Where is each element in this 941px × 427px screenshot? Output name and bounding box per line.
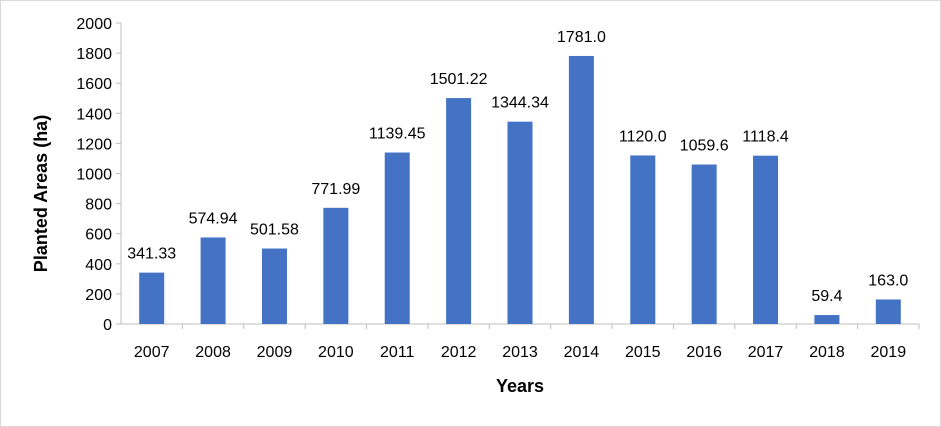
y-axis-title: Planted Areas (ha) <box>31 115 51 272</box>
bar <box>384 152 410 324</box>
x-tick-label: 2014 <box>564 344 600 361</box>
x-tick-label: 2017 <box>748 344 784 361</box>
data-label: 1139.45 <box>369 126 426 143</box>
data-label: 1344.34 <box>491 95 549 112</box>
x-axis-title: Years <box>496 376 544 396</box>
bar <box>691 164 717 324</box>
x-axis <box>121 323 920 329</box>
data-label: 1120.0 <box>619 128 667 145</box>
y-tick-label: 2000 <box>76 16 112 33</box>
x-tick-label: 2018 <box>809 344 845 361</box>
bar <box>261 248 287 324</box>
y-axis <box>116 22 122 325</box>
data-label: 771.99 <box>311 181 360 198</box>
bar <box>568 55 594 324</box>
x-tick-label: 2009 <box>257 344 293 361</box>
x-tick-label: 2007 <box>134 344 170 361</box>
y-tick-label: 1400 <box>76 106 112 123</box>
data-label: 341.33 <box>127 246 176 263</box>
y-tick-label: 1000 <box>76 167 112 184</box>
bar <box>753 155 779 324</box>
x-tick-label: 2016 <box>686 344 722 361</box>
y-tick-label: 1600 <box>76 76 112 93</box>
y-tick-label: 400 <box>85 257 112 274</box>
y-tick-label: 200 <box>85 287 112 304</box>
x-tick-labels: 2007 2008 2009 2010 2011 2012 2013 2014 2015 2016… <box>134 344 906 361</box>
data-labels: 341.33 574.94 501.58 771.99 1139.45 1501.2213… <box>127 29 908 305</box>
data-label: 574.94 <box>189 210 238 227</box>
data-label: 1118.4 <box>742 129 789 146</box>
bar <box>507 121 533 325</box>
y-tick-label: 800 <box>85 197 112 214</box>
y-tick-labels: 0 200 400 600 800 1000 1200 1400 1600 1800 2000 <box>76 16 112 334</box>
bar <box>323 207 349 324</box>
bar <box>139 272 165 324</box>
bar <box>200 237 226 324</box>
x-tick-label: 2010 <box>318 344 354 361</box>
bars <box>139 55 901 325</box>
x-tick-label: 2012 <box>441 344 477 361</box>
y-tick-label: 0 <box>103 317 112 334</box>
x-tick-label: 2019 <box>871 344 907 361</box>
x-tick-label: 2008 <box>195 344 231 361</box>
bar <box>814 315 840 324</box>
bar <box>875 299 901 324</box>
data-label: 1781.0 <box>557 29 606 46</box>
data-label: 1501.22 <box>430 71 488 88</box>
y-tick-label: 1800 <box>76 46 112 63</box>
bar <box>446 98 472 324</box>
x-tick-label: 2013 <box>502 344 538 361</box>
bar <box>630 155 656 324</box>
x-tick-label: 2011 <box>380 344 415 361</box>
data-label: 501.58 <box>250 222 299 239</box>
y-tick-label: 600 <box>85 227 112 244</box>
data-label: 59.4 <box>811 288 842 305</box>
data-label: 1059.6 <box>680 138 729 155</box>
x-tick-label: 2015 <box>625 344 661 361</box>
data-label: 163.0 <box>868 272 908 289</box>
y-tick-label: 1200 <box>76 136 112 153</box>
